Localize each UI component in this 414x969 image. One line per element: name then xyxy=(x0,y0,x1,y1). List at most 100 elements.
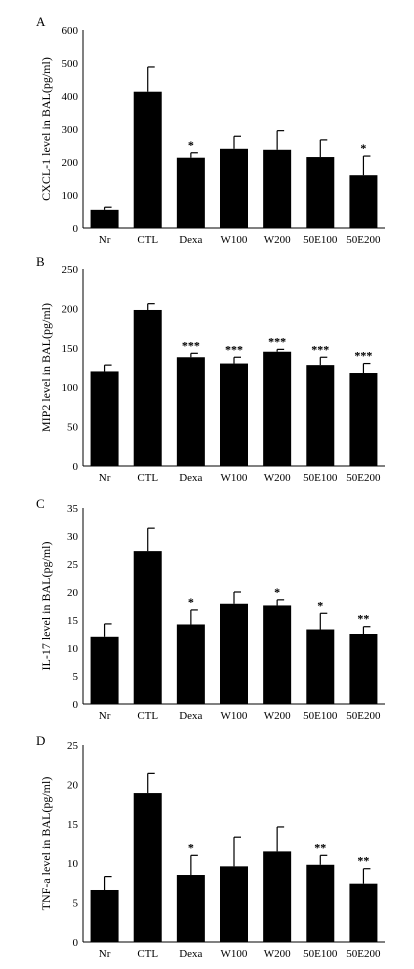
chart-panel-b: B MIP2 level in BAL(pg/ml) 0 50 100 150 200 250… xyxy=(36,254,385,484)
significance-marker: ** xyxy=(314,840,326,854)
bar xyxy=(90,889,119,942)
significance-marker: *** xyxy=(354,349,372,363)
y-tick-label: 600 xyxy=(62,25,79,37)
x-tick-label: W100 xyxy=(221,948,248,960)
bar xyxy=(90,371,119,466)
panel-letter: A xyxy=(36,14,46,29)
x-tick-label: CTL xyxy=(137,234,158,246)
significance-marker: * xyxy=(188,138,194,152)
significance-marker: *** xyxy=(268,334,286,348)
x-tick-label: W200 xyxy=(264,710,291,722)
y-tick-label: 0 xyxy=(73,937,79,949)
x-tick-label: CTL xyxy=(137,948,158,960)
y-tick-label: 10 xyxy=(67,643,79,655)
bar xyxy=(176,624,205,704)
y-axis-label: CXCL-1 level in BAL(pg/ml) xyxy=(39,57,53,201)
y-tick-label: 0 xyxy=(73,223,79,235)
x-tick-label: CTL xyxy=(137,472,158,484)
y-tick-label: 15 xyxy=(67,615,79,627)
bar xyxy=(349,373,378,466)
x-tick-label: W200 xyxy=(264,948,291,960)
bar xyxy=(133,551,162,704)
x-tick-label: Nr xyxy=(99,234,111,246)
x-tick-label: 50E100 xyxy=(303,234,338,246)
y-tick-label: 5 xyxy=(73,671,79,683)
x-tick-label: 50E100 xyxy=(303,472,338,484)
y-tick-label: 35 xyxy=(67,503,79,515)
y-tick-label: 20 xyxy=(67,587,79,599)
significance-marker: * xyxy=(188,840,194,854)
bar xyxy=(349,634,378,704)
y-tick-label: 100 xyxy=(62,190,79,202)
y-tick-label: 0 xyxy=(73,461,79,473)
bar xyxy=(263,351,292,466)
bar xyxy=(133,91,162,229)
bar xyxy=(176,157,205,228)
x-tick-label: Nr xyxy=(99,472,111,484)
x-tick-label: 50E200 xyxy=(346,234,381,246)
y-tick-label: 400 xyxy=(62,91,79,103)
panel-letter: D xyxy=(36,733,45,748)
x-tick-label: 50E100 xyxy=(303,710,338,722)
x-tick-label: 50E100 xyxy=(303,948,338,960)
bar xyxy=(133,793,162,942)
bar xyxy=(220,148,248,228)
x-tick-label: Dexa xyxy=(179,472,202,484)
bar xyxy=(349,883,378,942)
y-tick-label: 50 xyxy=(67,422,79,434)
chart-panel-c: C IL-17 level in BAL(pg/ml) 0 5 10 15 20 25 30 35… xyxy=(36,496,385,722)
significance-marker: *** xyxy=(225,342,243,356)
chart-panel-d: D TNF-a level in BAL(pg/ml) 0 5 10 15 20 25 Nr CT… xyxy=(36,733,385,960)
y-tick-label: 0 xyxy=(73,699,79,711)
y-tick-label: 500 xyxy=(62,58,79,70)
significance-marker: *** xyxy=(182,338,200,352)
x-tick-label: Nr xyxy=(99,948,111,960)
x-tick-label: 50E200 xyxy=(346,948,381,960)
bar xyxy=(176,357,205,466)
y-tick-label: 5 xyxy=(73,898,79,910)
y-tick-label: 25 xyxy=(67,559,79,571)
significance-marker: *** xyxy=(311,342,329,356)
bar xyxy=(263,851,292,942)
panel-letter: B xyxy=(36,254,45,269)
bar xyxy=(220,603,248,704)
y-tick-label: 300 xyxy=(62,124,79,136)
bar xyxy=(306,864,335,942)
x-tick-label: W100 xyxy=(221,472,248,484)
bar xyxy=(176,875,205,942)
y-axis-label: TNF-a level in BAL(pg/ml) xyxy=(39,777,53,911)
x-tick-label: Dexa xyxy=(179,234,202,246)
significance-marker: * xyxy=(274,585,280,599)
x-tick-label: 50E200 xyxy=(346,472,381,484)
bar xyxy=(220,866,248,942)
bar xyxy=(306,157,335,228)
significance-marker: ** xyxy=(357,854,369,868)
y-axis-label: MIP2 level in BAL(pg/ml) xyxy=(39,303,53,432)
y-tick-label: 150 xyxy=(62,343,79,355)
panel-letter: C xyxy=(36,496,45,511)
y-tick-label: 15 xyxy=(67,819,79,831)
bar xyxy=(220,363,248,466)
x-tick-label: Nr xyxy=(99,710,111,722)
x-tick-label: Dexa xyxy=(179,948,202,960)
y-tick-label: 200 xyxy=(62,303,79,315)
bar xyxy=(349,175,378,228)
bar xyxy=(263,149,292,228)
x-tick-label: W100 xyxy=(221,710,248,722)
bar xyxy=(306,629,335,704)
x-tick-label: 50E200 xyxy=(346,710,381,722)
bar xyxy=(90,636,119,704)
chart-panel-a: A CXCL-1 level in BAL(pg/ml) 0 100 200 300 400… xyxy=(36,14,385,246)
x-tick-label: W100 xyxy=(221,234,248,246)
x-tick-label: Dexa xyxy=(179,710,202,722)
y-tick-label: 25 xyxy=(67,740,79,752)
y-tick-label: 250 xyxy=(62,264,79,276)
y-axis-label: IL-17 level in BAL(pg/ml) xyxy=(39,542,53,671)
y-tick-label: 20 xyxy=(67,779,79,791)
significance-marker: * xyxy=(317,598,323,612)
y-tick-label: 100 xyxy=(62,382,79,394)
bar xyxy=(263,605,292,704)
significance-marker: ** xyxy=(357,612,369,626)
bar xyxy=(306,365,335,466)
